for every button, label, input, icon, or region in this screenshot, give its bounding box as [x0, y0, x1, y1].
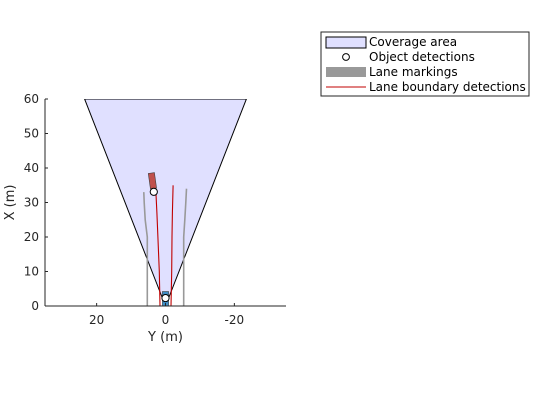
- x-axis-label: Y (m): [147, 330, 183, 345]
- legend-lane-marking-swatch: [326, 67, 366, 77]
- lane-marking-2: [182, 188, 188, 306]
- plot-area: [84, 99, 247, 306]
- y-axis-label: X (m): [3, 185, 18, 221]
- coverage-area: [84, 99, 247, 306]
- lane-boundary-detection-1: [155, 192, 161, 306]
- legend-object-label: Object detections: [369, 50, 475, 64]
- y-tick-label: 0: [31, 299, 39, 313]
- y-tick-label: 30: [24, 196, 39, 210]
- y-tick-label: 10: [24, 265, 39, 279]
- legend-object-marker: [342, 53, 350, 61]
- lane-boundary-detection-2: [170, 185, 174, 306]
- y-tick-label: 50: [24, 127, 39, 141]
- y-tick-label: 40: [24, 161, 39, 175]
- axes: 20 0 -20 0 10 20 30 40 50 60: [24, 92, 286, 327]
- legend: Coverage area Object detections Lane mar…: [320, 31, 530, 97]
- x-tick-label: 20: [89, 313, 104, 327]
- plot-content: [84, 99, 247, 306]
- object-detection-2: [161, 293, 170, 303]
- legend-coverage-swatch: [325, 36, 367, 49]
- legend-lane-marking-label: Lane markings: [369, 65, 458, 79]
- legend-coverage-label: Coverage area: [369, 35, 457, 49]
- legend-lane-boundary-label: Lane boundary detections: [369, 80, 526, 94]
- object-detection-1: [149, 187, 158, 196]
- x-tick-label: 0: [162, 313, 170, 327]
- lane-marking-1: [143, 192, 149, 306]
- y-tick-label: 20: [24, 230, 39, 244]
- x-tick-label: -20: [225, 313, 245, 327]
- y-tick-label: 60: [24, 92, 39, 106]
